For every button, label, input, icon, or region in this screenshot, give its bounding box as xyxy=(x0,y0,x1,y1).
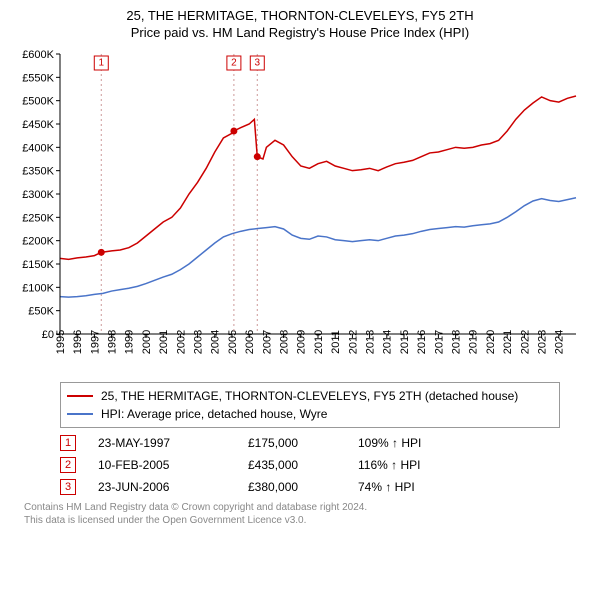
transaction-hpi: 74% ↑ HPI xyxy=(358,480,560,494)
transaction-table: 1 23-MAY-1997£175,000109% ↑ HPI 2 10-FEB-20… xyxy=(60,432,560,498)
transaction-marker: 1 xyxy=(60,435,76,451)
svg-text:2015: 2015 xyxy=(399,330,411,354)
svg-text:1999: 1999 xyxy=(124,330,136,354)
svg-text:2004: 2004 xyxy=(210,330,222,354)
transaction-price: £380,000 xyxy=(248,480,358,494)
svg-text:2018: 2018 xyxy=(450,330,462,354)
transaction-hpi: 116% ↑ HPI xyxy=(358,458,560,472)
title-line-1: 25, THE HERMITAGE, THORNTON-CLEVELEYS, F… xyxy=(12,8,588,23)
legend: 25, THE HERMITAGE, THORNTON-CLEVELEYS, F… xyxy=(60,382,560,428)
svg-text:£200K: £200K xyxy=(22,236,54,248)
svg-text:2003: 2003 xyxy=(192,330,204,354)
svg-text:1997: 1997 xyxy=(89,330,101,354)
svg-text:2012: 2012 xyxy=(347,330,359,354)
transaction-date: 10-FEB-2005 xyxy=(98,458,248,472)
svg-text:1996: 1996 xyxy=(72,330,84,354)
legend-swatch xyxy=(67,413,93,415)
svg-text:2: 2 xyxy=(231,58,237,69)
svg-text:£550K: £550K xyxy=(22,72,54,84)
svg-text:2009: 2009 xyxy=(296,330,308,354)
svg-text:£400K: £400K xyxy=(22,142,54,154)
footer-line-2: This data is licensed under the Open Gov… xyxy=(24,515,588,528)
svg-text:2010: 2010 xyxy=(313,330,325,354)
svg-text:2020: 2020 xyxy=(485,330,497,354)
legend-item: HPI: Average price, detached house, Wyre xyxy=(67,405,553,423)
transaction-date: 23-JUN-2006 xyxy=(98,480,248,494)
svg-text:2016: 2016 xyxy=(416,330,428,354)
svg-text:2017: 2017 xyxy=(433,330,445,354)
footer-line-1: Contains HM Land Registry data © Crown c… xyxy=(24,502,588,515)
svg-text:1: 1 xyxy=(98,58,104,69)
legend-item: 25, THE HERMITAGE, THORNTON-CLEVELEYS, F… xyxy=(67,387,553,405)
svg-text:2023: 2023 xyxy=(536,330,548,354)
legend-label: HPI: Average price, detached house, Wyre xyxy=(101,407,327,421)
svg-text:2021: 2021 xyxy=(502,330,514,354)
svg-text:2024: 2024 xyxy=(554,330,566,354)
svg-text:£150K: £150K xyxy=(22,259,54,271)
svg-text:£100K: £100K xyxy=(22,282,54,294)
svg-text:£350K: £350K xyxy=(22,166,54,178)
svg-text:£450K: £450K xyxy=(22,119,54,131)
legend-label: 25, THE HERMITAGE, THORNTON-CLEVELEYS, F… xyxy=(101,389,518,403)
svg-text:2002: 2002 xyxy=(175,330,187,354)
svg-text:2013: 2013 xyxy=(364,330,376,354)
svg-text:2008: 2008 xyxy=(278,330,290,354)
svg-text:2019: 2019 xyxy=(468,330,480,354)
svg-text:2022: 2022 xyxy=(519,330,531,354)
transaction-row: 3 23-JUN-2006£380,00074% ↑ HPI xyxy=(60,476,560,498)
svg-text:£250K: £250K xyxy=(22,212,54,224)
line-chart-svg: £0 £50K £100K £150K £200K £250K £300K £350K £400… xyxy=(12,46,588,376)
chart-titles: 25, THE HERMITAGE, THORNTON-CLEVELEYS, F… xyxy=(12,8,588,40)
transaction-price: £175,000 xyxy=(248,436,358,450)
svg-text:£500K: £500K xyxy=(22,96,54,108)
svg-text:2007: 2007 xyxy=(261,330,273,354)
svg-text:1998: 1998 xyxy=(106,330,118,354)
transaction-price: £435,000 xyxy=(248,458,358,472)
svg-text:2000: 2000 xyxy=(141,330,153,354)
svg-text:2001: 2001 xyxy=(158,330,170,354)
svg-text:1995: 1995 xyxy=(55,330,67,354)
svg-text:£300K: £300K xyxy=(22,189,54,201)
legend-swatch xyxy=(67,395,93,397)
svg-text:£50K: £50K xyxy=(28,306,54,318)
transaction-row: 2 10-FEB-2005£435,000116% ↑ HPI xyxy=(60,454,560,476)
svg-text:£0: £0 xyxy=(42,329,54,341)
transaction-marker: 3 xyxy=(60,479,76,495)
svg-text:2014: 2014 xyxy=(382,330,394,354)
footer-attribution: Contains HM Land Registry data © Crown c… xyxy=(24,502,588,527)
transaction-marker: 2 xyxy=(60,457,76,473)
svg-text:£600K: £600K xyxy=(22,49,54,61)
page: 25, THE HERMITAGE, THORNTON-CLEVELEYS, F… xyxy=(0,0,600,590)
transaction-hpi: 109% ↑ HPI xyxy=(358,436,560,450)
svg-text:2006: 2006 xyxy=(244,330,256,354)
svg-text:3: 3 xyxy=(255,58,261,69)
transaction-date: 23-MAY-1997 xyxy=(98,436,248,450)
chart-area: £0 £50K £100K £150K £200K £250K £300K £350K £400… xyxy=(12,46,588,376)
svg-text:2005: 2005 xyxy=(227,330,239,354)
title-line-2: Price paid vs. HM Land Registry's House … xyxy=(12,25,588,40)
transaction-row: 1 23-MAY-1997£175,000109% ↑ HPI xyxy=(60,432,560,454)
